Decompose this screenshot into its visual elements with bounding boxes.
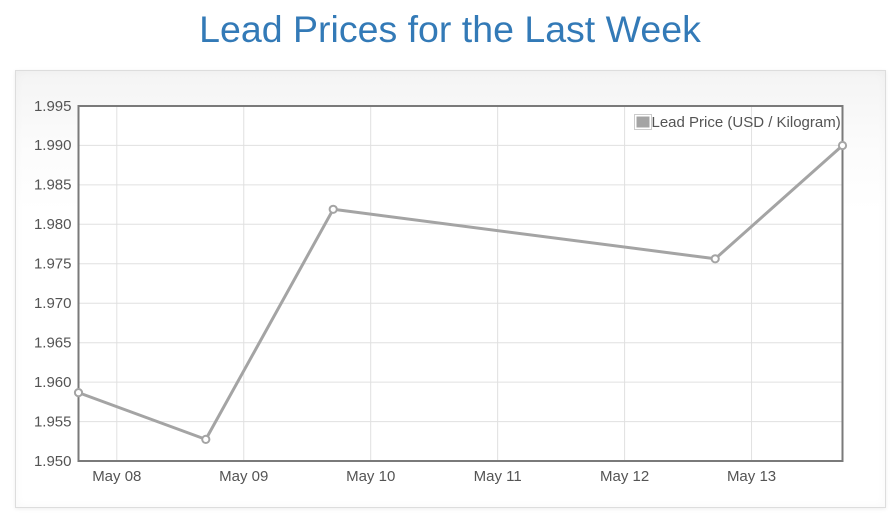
svg-text:May 11: May 11 [474, 468, 522, 485]
svg-text:May 08: May 08 [92, 468, 141, 485]
svg-text:1.995: 1.995 [34, 98, 72, 115]
svg-text:May 10: May 10 [346, 468, 395, 485]
svg-text:May 13: May 13 [727, 468, 776, 485]
svg-text:1.955: 1.955 [34, 413, 72, 430]
svg-text:1.985: 1.985 [34, 177, 72, 194]
svg-text:May 12: May 12 [600, 468, 649, 485]
svg-text:Lead Price (USD / Kilogram): Lead Price (USD / Kilogram) [652, 114, 841, 131]
svg-text:1.960: 1.960 [34, 374, 72, 391]
svg-text:1.950: 1.950 [34, 453, 72, 470]
svg-text:1.980: 1.980 [34, 216, 72, 233]
svg-text:May 09: May 09 [219, 468, 268, 485]
svg-text:1.975: 1.975 [34, 256, 72, 273]
svg-text:1.990: 1.990 [34, 137, 72, 154]
svg-text:1.970: 1.970 [34, 295, 72, 312]
svg-text:1.965: 1.965 [34, 335, 72, 352]
